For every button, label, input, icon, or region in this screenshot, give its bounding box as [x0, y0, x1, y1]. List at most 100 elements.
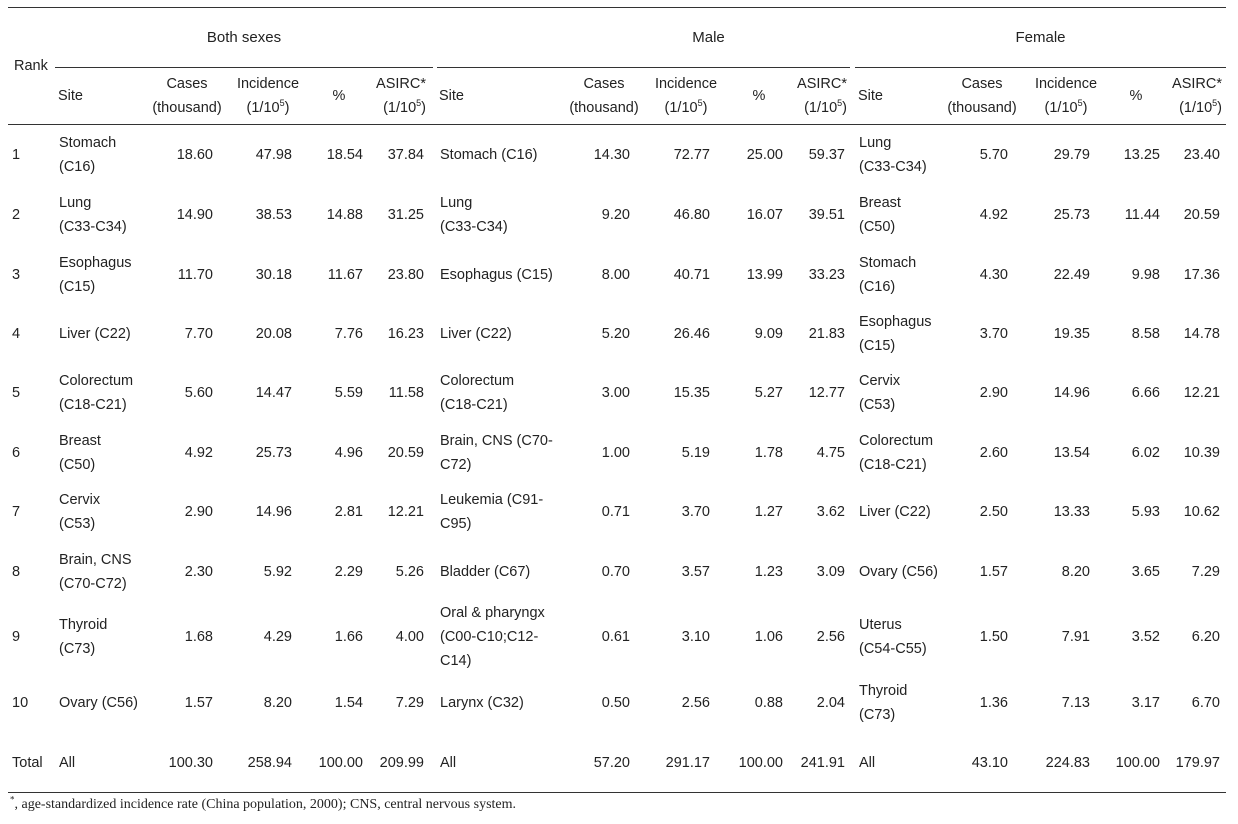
- site-cell-female: Esophagus (C15): [859, 310, 932, 358]
- pct-cell-male: 5.27: [754, 385, 783, 401]
- group-both-sexes: Both sexes: [206, 29, 282, 46]
- incidence-cell-female: 224.83: [1045, 755, 1090, 771]
- group-female: Female: [1015, 29, 1066, 46]
- rank-cell: 5: [12, 385, 21, 401]
- incidence-close: ): [284, 100, 290, 116]
- site-cell-male: Esophagus (C15): [440, 263, 553, 287]
- pct-cell-female: 3.52: [1131, 629, 1160, 645]
- rank-cell: 1: [12, 147, 21, 163]
- footnote: *, age-standardized incidence rate (Chin…: [10, 795, 517, 813]
- site-line: (C53): [59, 516, 96, 532]
- cases-header-line2: (thousand): [569, 100, 639, 116]
- rank-header: Rank: [14, 58, 48, 74]
- asirc-cell-both: 16.23: [387, 326, 424, 342]
- site-line: (C00-C10;C12-: [440, 629, 539, 645]
- incidence-cell-both: 30.18: [255, 267, 292, 283]
- site-cell-female: Cervix (C53): [859, 369, 900, 417]
- cases-cell-both: 2.90: [184, 504, 213, 520]
- cases-cell-female: 43.10: [971, 755, 1008, 771]
- incidence-cell-female: 7.13: [1061, 695, 1090, 711]
- asirc-cell-female: 6.70: [1191, 695, 1220, 711]
- cases-header-male: Cases (thousand): [564, 72, 644, 120]
- pct-cell-both: 100.00: [318, 755, 363, 771]
- site-line: (C15): [859, 338, 896, 354]
- cases-cell-female: 2.60: [979, 445, 1008, 461]
- pct-cell-male: 1.27: [754, 504, 783, 520]
- pct-cell-female: 6.02: [1131, 445, 1160, 461]
- header-bottom-rule: [8, 124, 1226, 125]
- cases-header-female: Cases (thousand): [942, 72, 1022, 120]
- site-cell-both: Esophagus (C15): [59, 251, 132, 299]
- asirc-exp: 5: [416, 98, 422, 109]
- asirc-cell-female: 12.21: [1183, 385, 1220, 401]
- cases-header-both: Cases (thousand): [147, 72, 227, 120]
- site-line: Lung: [859, 135, 892, 151]
- site-cell-both: Colorectum (C18-C21): [59, 369, 133, 417]
- site-line: Larynx (C32): [440, 695, 524, 711]
- asirc-cell-male: 12.77: [808, 385, 845, 401]
- asirc-unit: (1/10: [1179, 100, 1213, 116]
- footnote-text: , age-standardized incidence rate (China…: [14, 797, 517, 812]
- pct-cell-male: 9.09: [754, 326, 783, 342]
- group-rule-both: [55, 67, 433, 68]
- incidence-unit: (1/10: [664, 100, 698, 116]
- incidence-cell-male: 3.70: [681, 504, 710, 520]
- cases-cell-male: 1.00: [601, 445, 630, 461]
- site-cell-male: Brain, CNS (C70- C72): [440, 429, 553, 477]
- pct-cell-male: 1.78: [754, 445, 783, 461]
- incidence-cell-both: 38.53: [255, 207, 292, 223]
- incidence-cell-male: 3.10: [681, 629, 710, 645]
- cases-cell-both: 18.60: [176, 147, 213, 163]
- pct-cell-male: 13.99: [746, 267, 783, 283]
- site-line: (C70-C72): [59, 576, 127, 592]
- pct-cell-female: 9.98: [1131, 267, 1160, 283]
- cases-cell-female: 3.70: [979, 326, 1008, 342]
- cases-cell-female: 4.30: [979, 267, 1008, 283]
- pct-cell-both: 2.29: [334, 564, 363, 580]
- site-line: Lung: [59, 195, 92, 211]
- asirc-cell-male: 4.75: [816, 445, 845, 461]
- site-cell-male: Colorectum (C18-C21): [440, 369, 514, 417]
- incidence-exp: 5: [1077, 98, 1083, 109]
- incidence-close: ): [702, 100, 708, 116]
- site-line: (C33-C34): [440, 219, 508, 235]
- cases-cell-male: 0.71: [601, 504, 630, 520]
- site-cell-female: Lung (C33-C34): [859, 131, 927, 179]
- site-cell-female: Ovary (C56): [859, 560, 938, 584]
- site-line: Thyroid: [59, 617, 108, 633]
- site-line: (C73): [859, 707, 896, 723]
- incidence-unit: (1/10: [1044, 100, 1078, 116]
- asirc-header-female: ASIRC* (1/105): [1150, 72, 1222, 120]
- asirc-header-both: ASIRC* (1/105): [354, 72, 426, 120]
- pct-cell-both: 5.59: [334, 385, 363, 401]
- pct-cell-male: 1.06: [754, 629, 783, 645]
- cases-cell-both: 14.90: [176, 207, 213, 223]
- bottom-rule: [8, 792, 1226, 793]
- pct-cell-both: 18.54: [326, 147, 363, 163]
- cases-cell-male: 0.70: [601, 564, 630, 580]
- site-line: Esophagus: [859, 314, 932, 330]
- pct-cell-female: 6.66: [1131, 385, 1160, 401]
- cases-header-line1: Cases: [166, 76, 208, 92]
- cases-header-line2: (thousand): [152, 100, 222, 116]
- site-line: (C54-C55): [859, 641, 927, 657]
- site-line: Thyroid: [859, 683, 908, 699]
- pct-cell-both: 4.96: [334, 445, 363, 461]
- incidence-cell-male: 291.17: [665, 755, 710, 771]
- pct-cell-male: 100.00: [738, 755, 783, 771]
- site-cell-both: All: [59, 751, 75, 775]
- rank-cell: 6: [12, 445, 21, 461]
- pct-cell-female: 100.00: [1115, 755, 1160, 771]
- asirc-cell-male: 59.37: [808, 147, 845, 163]
- site-cell-both: Brain, CNS (C70-C72): [59, 548, 132, 596]
- incidence-cell-female: 29.79: [1053, 147, 1090, 163]
- asirc-cell-both: 20.59: [387, 445, 424, 461]
- pct-cell-female: 13.25: [1123, 147, 1160, 163]
- site-line: Cervix: [59, 492, 101, 508]
- cases-cell-female: 2.90: [979, 385, 1008, 401]
- cases-cell-male: 9.20: [601, 207, 630, 223]
- site-line: (C16): [859, 279, 896, 295]
- site-line: Ovary (C56): [859, 564, 938, 580]
- group-male: Male: [692, 29, 725, 46]
- incidence-cell-female: 7.91: [1061, 629, 1090, 645]
